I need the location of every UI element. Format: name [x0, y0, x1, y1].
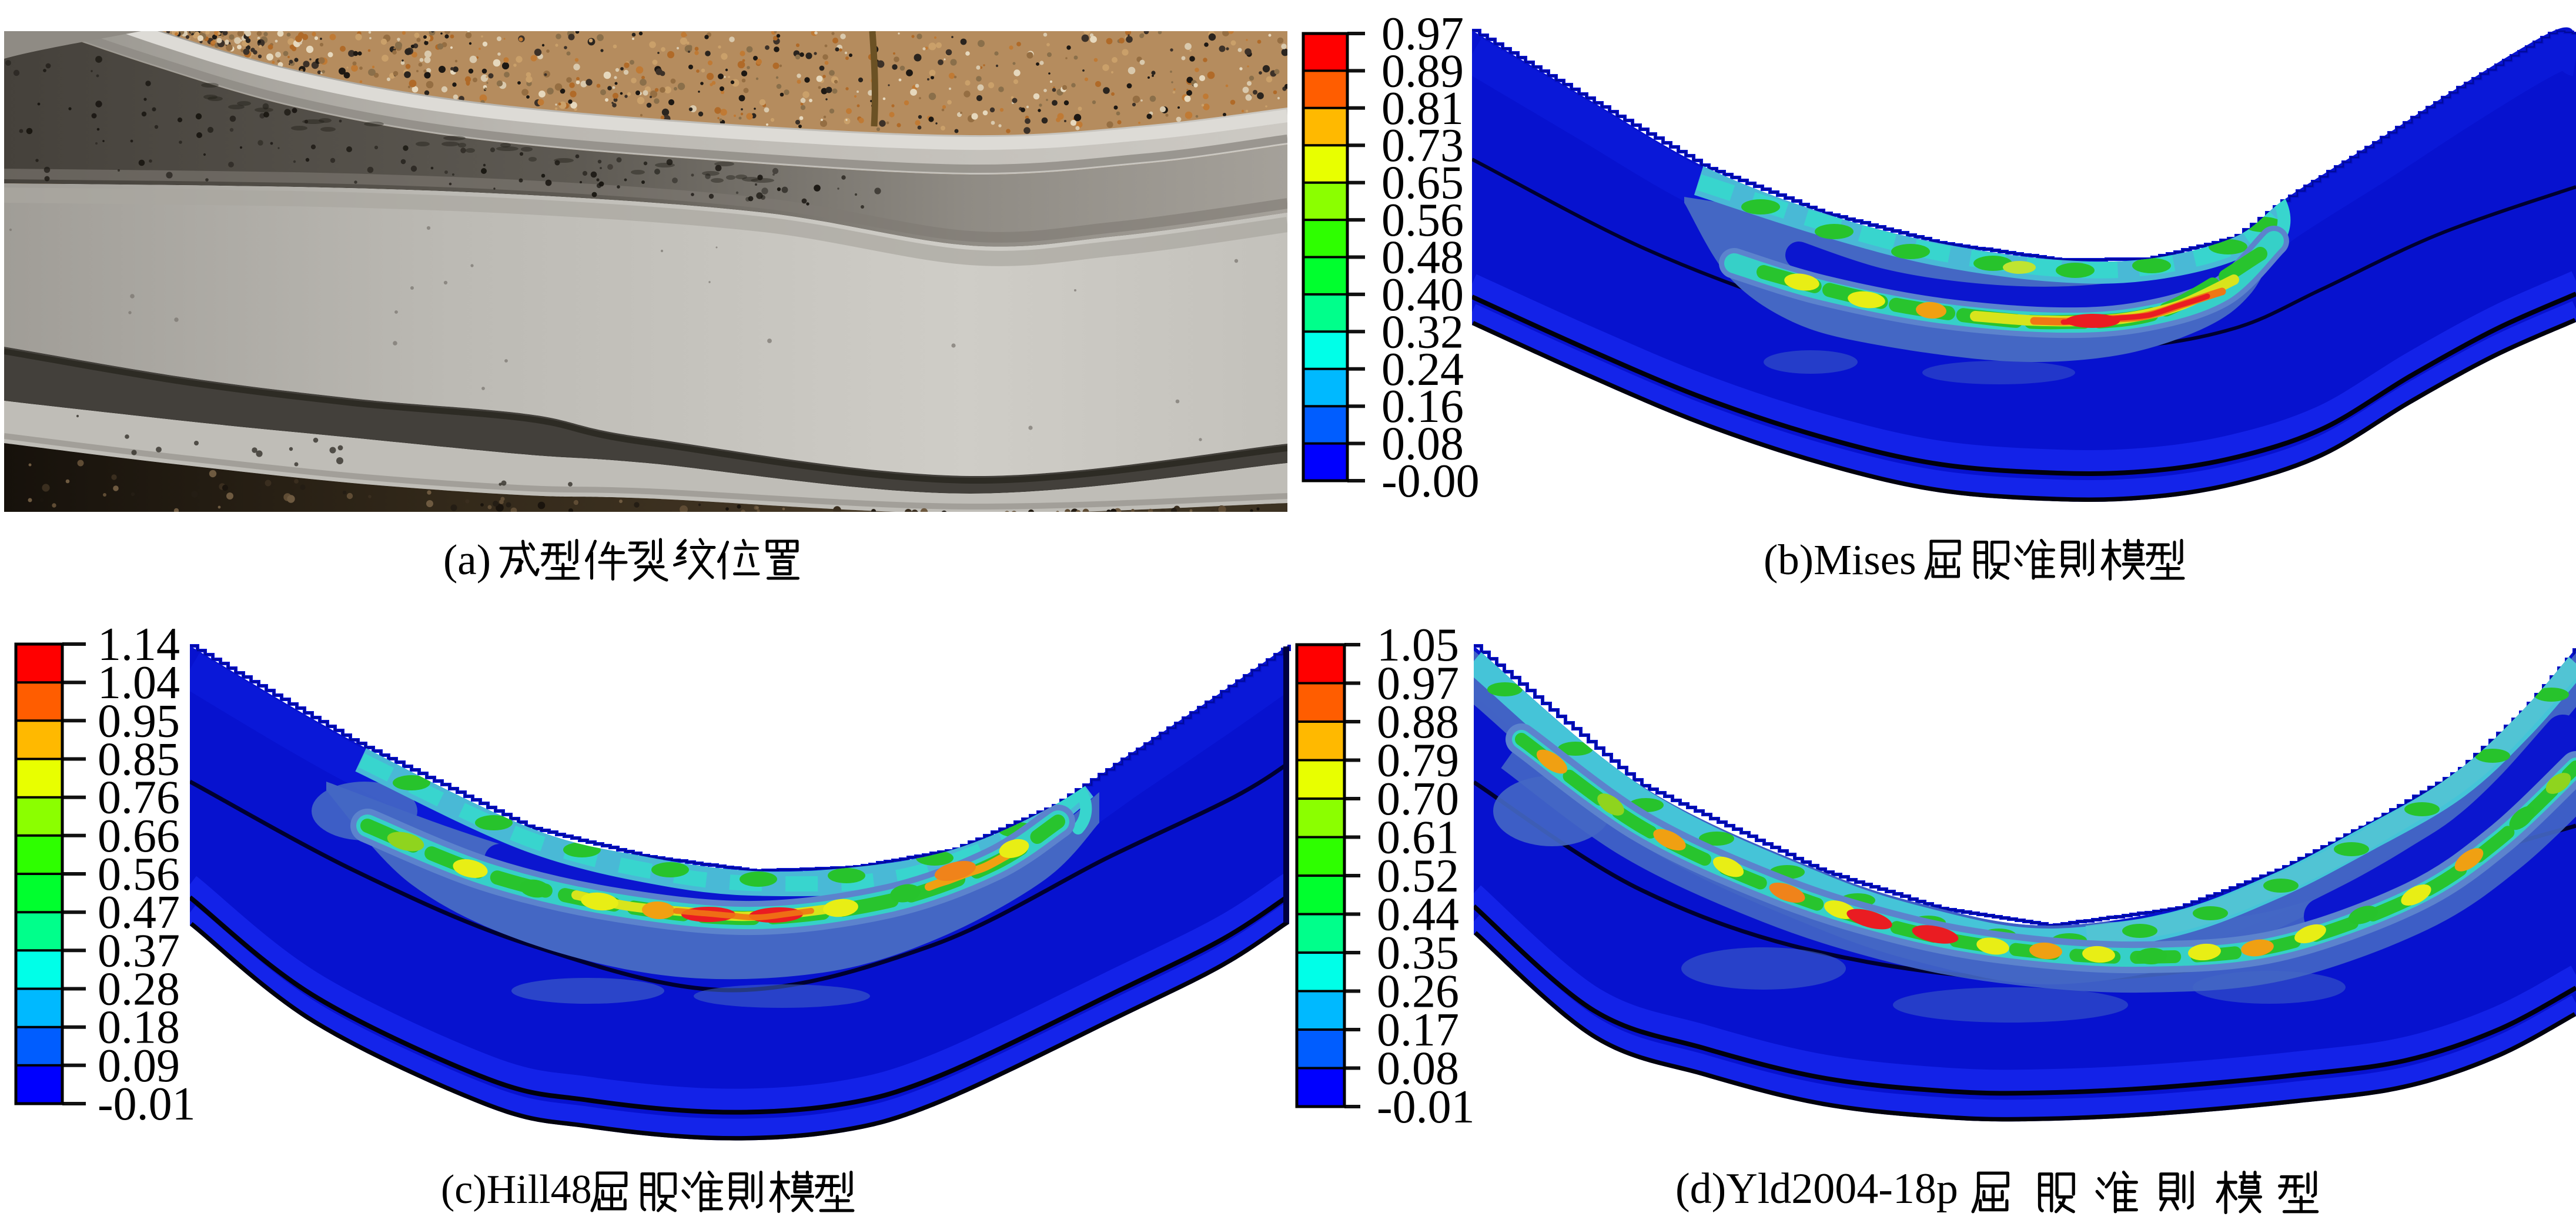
svg-text:1.04: 1.04 — [98, 657, 180, 709]
svg-text:0.85: 0.85 — [98, 734, 180, 786]
svg-text:-0.01: -0.01 — [98, 1078, 196, 1130]
svg-text:0.16: 0.16 — [1381, 381, 1464, 433]
svg-text:0.08: 0.08 — [1381, 418, 1464, 470]
svg-text:0.24: 0.24 — [1381, 344, 1464, 396]
svg-text:0.79: 0.79 — [1377, 735, 1459, 787]
svg-text:0.47: 0.47 — [98, 887, 180, 939]
svg-text:0.70: 0.70 — [1377, 773, 1459, 825]
svg-text:0.44: 0.44 — [1377, 889, 1459, 941]
svg-text:0.35: 0.35 — [1377, 927, 1459, 979]
svg-text:0.61: 0.61 — [1377, 812, 1459, 864]
svg-text:-0.00: -0.00 — [1381, 455, 1480, 507]
svg-text:0.26: 0.26 — [1377, 966, 1459, 1018]
svg-text:(a): (a) — [443, 536, 491, 584]
svg-text:0.65: 0.65 — [1381, 157, 1464, 209]
svg-text:0.56: 0.56 — [1381, 195, 1464, 246]
svg-text:(b)Mises: (b)Mises — [1764, 536, 1916, 584]
svg-text:1.05: 1.05 — [1377, 619, 1459, 671]
svg-text:0.95: 0.95 — [98, 695, 180, 747]
svg-text:0.08: 0.08 — [1377, 1043, 1459, 1095]
svg-text:0.09: 0.09 — [98, 1040, 180, 1092]
svg-text:0.88: 0.88 — [1377, 696, 1459, 748]
svg-text:0.18: 0.18 — [98, 1002, 180, 1054]
svg-text:0.32: 0.32 — [1381, 306, 1464, 358]
svg-text:0.40: 0.40 — [1381, 269, 1464, 321]
svg-text:1.14: 1.14 — [98, 619, 180, 671]
svg-text:0.56: 0.56 — [98, 849, 180, 900]
svg-text:(c)Hill48: (c)Hill48 — [441, 1167, 592, 1212]
svg-text:0.76: 0.76 — [98, 772, 180, 824]
svg-text:0.97: 0.97 — [1377, 658, 1459, 710]
svg-text:0.89: 0.89 — [1381, 45, 1464, 97]
svg-text:0.97: 0.97 — [1381, 8, 1464, 60]
svg-text:0.66: 0.66 — [98, 810, 180, 862]
svg-text:0.37: 0.37 — [98, 925, 180, 977]
svg-text:0.17: 0.17 — [1377, 1004, 1459, 1056]
svg-text:0.73: 0.73 — [1381, 120, 1464, 172]
svg-text:0.48: 0.48 — [1381, 232, 1464, 284]
svg-text:0.81: 0.81 — [1381, 83, 1464, 135]
svg-text:-0.01: -0.01 — [1377, 1081, 1475, 1133]
svg-text:0.28: 0.28 — [98, 964, 180, 1015]
svg-text:(d)Yld2004-18p: (d)Yld2004-18p — [1675, 1165, 1958, 1213]
svg-text:0.52: 0.52 — [1377, 850, 1459, 902]
